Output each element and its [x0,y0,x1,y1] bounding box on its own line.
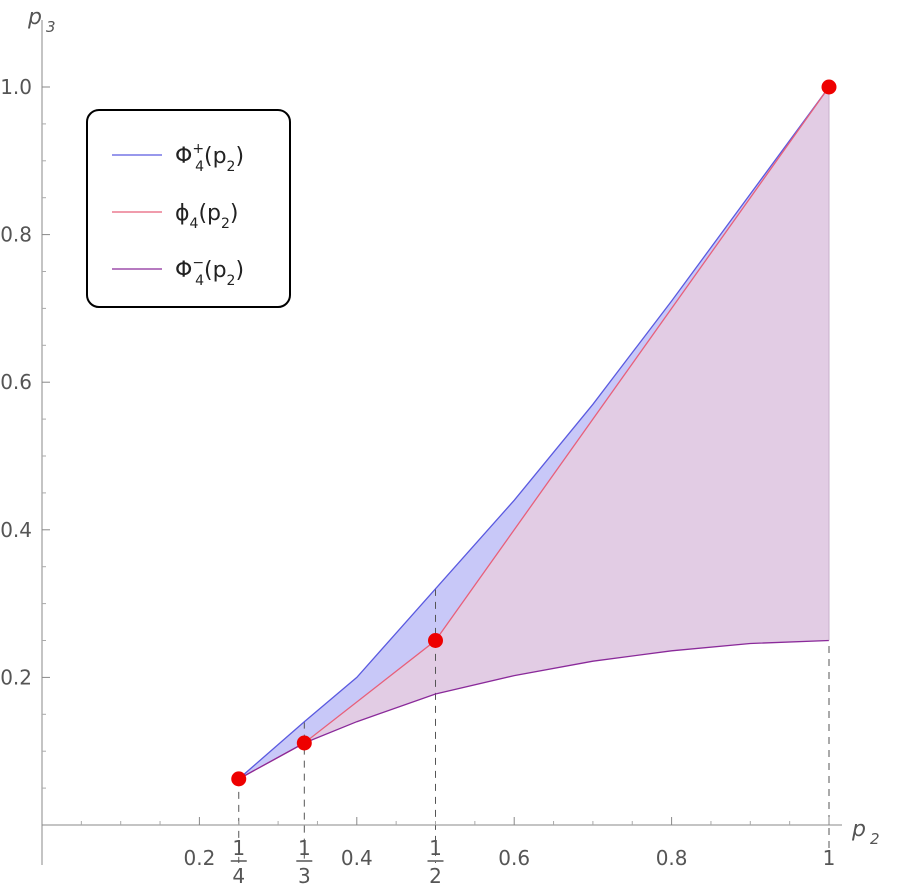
series-lines [238,86,830,780]
data-points [231,79,837,787]
legend-label-2: Φ− 4(p2) [175,255,244,289]
y-axis-label: p [27,5,42,30]
y-tick-label-2: 0.6 [0,370,32,394]
x-tick-label-2: 0.6 [498,846,530,870]
ticks: 0.2 0.4 0.6 0.8 1 1 4 1 3 1 2 0.2 0.4 0.6 0.8 1.0 [0,75,835,888]
x-axis-label-subscript: 2 [870,830,880,848]
x-fraction-den-0: 4 [232,864,245,888]
series-line-0 [238,86,830,780]
x-fraction-den-1: 3 [298,864,311,888]
y-tick-label-4: 1.0 [0,75,32,99]
x-fraction-den-2: 2 [429,864,442,888]
x-tick-label-4: 1 [823,846,836,870]
data-point-3 [821,79,837,95]
x-fraction-num-1: 1 [298,836,311,860]
y-tick-label-3: 0.8 [0,223,32,247]
x-tick-label-3: 0.8 [656,846,688,870]
y-axis-label-subscript: 3 [46,18,56,36]
data-point-2 [428,633,443,648]
legend-label-0: Φ+ 4(p2) [175,141,244,175]
legend-label-1: ϕ4(p2) [175,201,239,232]
x-axis-label: p [851,817,866,842]
y-tick-label-1: 0.4 [0,518,32,542]
series-line-2 [238,639,830,780]
x-fraction-num-0: 1 [232,836,245,860]
region-fills [238,87,830,779]
fill-lower-region [238,87,830,779]
x-tick-label-1: 0.4 [341,846,373,870]
data-point-0 [231,771,247,787]
legend-box [86,109,291,308]
legend: Φ+ 4(p2) ϕ4(p2) Φ− 4(p2) [86,109,291,308]
data-point-1 [296,735,312,751]
x-tick-label-0: 0.2 [183,846,215,870]
y-tick-label-0: 0.2 [0,665,32,689]
x-fraction-num-2: 1 [429,836,442,860]
